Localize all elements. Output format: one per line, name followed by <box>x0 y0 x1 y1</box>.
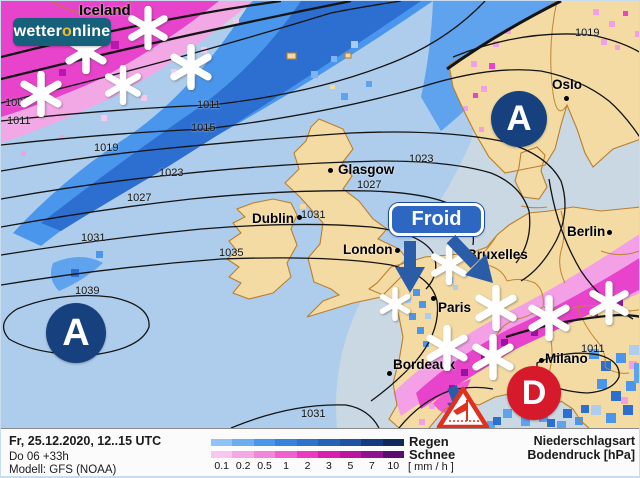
city-label-bruxelles: Bruxelles <box>467 247 528 262</box>
legend-tick: 10 <box>387 460 400 472</box>
rain-bar-segment <box>275 439 297 446</box>
rain-bar-segment <box>296 439 319 446</box>
snow-legend-label: Schnee <box>409 447 456 462</box>
snow-legend-bar <box>211 451 404 458</box>
city-label-dublin: Dublin <box>252 211 294 226</box>
snow-bar-segment <box>296 451 319 458</box>
isobar-value-label: 1035 <box>219 247 244 259</box>
city-dot-berlin <box>607 230 612 235</box>
isobar-value-label: 1039 <box>75 285 100 297</box>
isobar-value-label: 1015 <box>191 122 216 134</box>
legend-tick: 1 <box>283 460 289 472</box>
rain-bar-segment <box>232 439 254 446</box>
isobar-value-label: 1019 <box>94 142 119 154</box>
rain-bar-segment <box>382 439 404 446</box>
legend-tick: 0.2 <box>235 460 251 472</box>
snow-bar-segment <box>275 451 297 458</box>
cold-air-annotation: Froid <box>389 203 484 236</box>
snow-bar-segment <box>339 451 362 458</box>
city-dot-dublin <box>297 215 302 220</box>
city-label-berlin: Berlin <box>567 224 606 239</box>
snowflake-icon <box>103 64 143 110</box>
city-label-oslo: Oslo <box>552 77 583 92</box>
isobar-value-label: 1011 <box>197 99 221 111</box>
high-pressure-symbol: A <box>491 91 547 147</box>
low-pressure-symbol: D <box>507 366 561 420</box>
isobar-contours <box>1 1 639 428</box>
isobar-value-label: 1011 <box>7 115 31 127</box>
isobar-value-label: 1019 <box>575 27 600 39</box>
rain-legend-bar <box>211 439 404 446</box>
legend-tick: 0.5 <box>257 460 272 472</box>
snow-bar-segment <box>382 451 404 458</box>
valid-time-label: Fr, 25.12.2020, 12..15 UTC <box>9 434 162 448</box>
logo-text-part2: nline <box>71 23 111 40</box>
snowflake-icon <box>473 284 519 336</box>
snowflake-icon <box>126 5 170 55</box>
isobar-value-label: 1011 <box>581 343 605 355</box>
snowflake-icon <box>18 70 64 122</box>
snowflake-icon <box>429 244 469 290</box>
snowflake-icon <box>168 43 214 95</box>
snow-bar-segment <box>318 451 340 458</box>
city-dot-bordeaux <box>387 371 392 376</box>
city-dot-milano <box>539 358 544 363</box>
isobar-value-label: 1023 <box>409 153 434 165</box>
isobar-value-label: 1027 <box>357 179 382 191</box>
legend-tick: 3 <box>326 460 332 472</box>
map-type-labels: Niederschlagsart Bodendruck [hPa] <box>527 434 635 462</box>
isobar-value-label: 1031 <box>301 408 326 420</box>
model-name-label: Modell: GFS (NOAA) <box>9 464 117 476</box>
rain-bar-segment <box>339 439 362 446</box>
city-label-glasgow: Glasgow <box>338 162 395 177</box>
logo-text-part1: wetter <box>13 23 62 40</box>
region-label-iceland: Iceland <box>79 2 131 19</box>
rain-legend-label: Regen <box>409 434 449 449</box>
isobar-value-label: 1027 <box>127 192 152 204</box>
snowflake-icon <box>470 333 516 385</box>
wetteronline-logo[interactable]: wetter o nline <box>13 18 111 46</box>
legend-tick: 7 <box>368 460 375 472</box>
city-label-paris: Paris <box>438 300 472 315</box>
city-label-milano: Milano <box>545 351 588 366</box>
model-run-label: Do 06 +33h <box>9 451 69 463</box>
rain-bar-segment <box>253 439 276 446</box>
legend-tick: 0.1 <box>214 460 230 472</box>
cold-air-label: Froid <box>411 208 462 230</box>
city-dot-oslo <box>564 96 569 101</box>
snow-bar-segment <box>253 451 276 458</box>
city-dot-london <box>395 248 400 253</box>
map-canvas[interactable]: 1007 1011 1011 1015 1019 1023 1027 1031 1035 1039… <box>1 1 639 428</box>
city-label-london: London <box>343 242 393 257</box>
snow-bar-segment <box>361 451 383 458</box>
legend-tick: 2 <box>304 460 311 472</box>
city-dot-paris <box>431 296 436 301</box>
city-dot-glasgow <box>328 168 333 173</box>
snowflake-icon <box>378 286 412 326</box>
country-borders <box>470 1 639 400</box>
high-pressure-symbol: A <box>46 303 106 363</box>
pressure-title: Bodendruck [hPa] <box>527 448 635 462</box>
rain-bar-segment <box>318 439 340 446</box>
snowflake-icon <box>526 294 572 346</box>
legend-tick: 5 <box>347 460 354 472</box>
isobar-value-label: 1031 <box>81 232 106 244</box>
snow-bar-segment <box>211 451 233 458</box>
rain-bar-segment <box>211 439 233 446</box>
footer-bottom-strip <box>1 476 639 477</box>
snow-bar-segment <box>232 451 254 458</box>
city-label-bordeaux: Bordeaux <box>393 357 456 372</box>
isobar-value-label: 1023 <box>159 167 184 179</box>
snowflake-icon <box>587 280 631 330</box>
precip-type-title: Niederschlagsart <box>533 434 635 448</box>
legend-tick-labels: 0.1 0.2 0.5 1 2 3 5 7 10 <box>211 460 404 473</box>
legend-unit-label: [ mm / h ] <box>408 461 454 473</box>
status-legend-bar: Fr, 25.12.2020, 12..15 UTC Do 06 +33h Mo… <box>1 428 639 477</box>
isobar-value-label: 1031 <box>301 209 326 221</box>
snowflake-icon <box>424 324 470 376</box>
rain-bar-segment <box>361 439 383 446</box>
logo-accent-o: o <box>62 23 72 40</box>
